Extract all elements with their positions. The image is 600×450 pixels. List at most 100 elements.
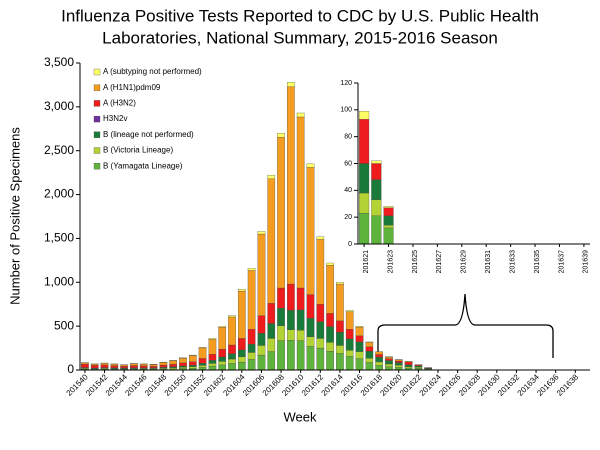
bar-segment (414, 365, 423, 368)
bar-segment (385, 358, 393, 361)
x-tick-label: 201631 (485, 250, 492, 273)
bar-segment (383, 225, 394, 229)
bar-segment (394, 360, 403, 363)
bar-segment (371, 163, 382, 180)
bar-segment (159, 364, 168, 368)
bar-segment (359, 192, 370, 214)
legend-label: B (Victoria Lineage) (103, 146, 173, 155)
bar-segment (100, 363, 109, 366)
bar-segment (90, 365, 99, 369)
bar-segment (237, 361, 246, 371)
bar-segment (287, 329, 295, 341)
bar-segment (247, 343, 256, 353)
bar-segment (208, 363, 217, 367)
bar-segment (198, 358, 207, 364)
bar-segment (365, 358, 374, 363)
legend-swatch (93, 68, 101, 76)
legend-label: A (H1N1)pdm09 (103, 83, 161, 92)
bar-segment (306, 336, 315, 347)
bar-segment (326, 262, 334, 266)
bar-segment (365, 346, 374, 352)
legend-swatch (93, 131, 101, 138)
x-tick-label: 201639 (583, 250, 590, 273)
bar-segment (247, 270, 256, 330)
bar-segment (277, 325, 285, 341)
bar-segment (208, 354, 217, 361)
bar-segment (375, 361, 383, 366)
bar-segment (385, 363, 393, 367)
bar-segment (287, 310, 295, 330)
bar-segment (218, 327, 227, 350)
bar-segment (188, 366, 197, 369)
y-tick-label: 2,000 (44, 187, 74, 201)
bar-segment (326, 265, 334, 314)
bar-segment (287, 283, 295, 311)
bar-segment (247, 359, 256, 371)
bar-segment (345, 356, 354, 371)
y-tick-label: 20 (344, 214, 352, 221)
bar-segment (355, 358, 364, 371)
bar-segment (130, 363, 138, 366)
bar-segment (267, 323, 276, 339)
bar-segment (179, 362, 187, 367)
bar-segment (237, 290, 246, 339)
bar-segment (394, 362, 403, 366)
bar-segment (228, 353, 236, 360)
legend-swatch (93, 163, 101, 170)
y-tick-label: 100 (340, 107, 352, 114)
bar-segment (188, 361, 197, 366)
bar-segment (237, 356, 246, 363)
x-tick-label: 201623 (387, 250, 394, 273)
bar-segment (228, 315, 236, 318)
y-tick-label: 3,000 (44, 99, 74, 113)
bar-segment (169, 360, 178, 365)
bar-segment (267, 178, 276, 304)
bar-segment (120, 366, 128, 369)
bar-segment (237, 289, 246, 292)
bar-segment (316, 304, 325, 322)
bar-segment (267, 351, 276, 371)
bar-segment (169, 366, 178, 368)
bar-segment (198, 347, 207, 359)
bar-segment (296, 112, 305, 118)
bar-segment (208, 365, 217, 371)
bar-segment (208, 339, 217, 355)
y-tick-label: 1,000 (44, 274, 74, 288)
bar-segment (267, 175, 276, 179)
bar-segment (336, 345, 344, 354)
x-tick-label: 201629 (461, 250, 468, 273)
bar-segment (81, 363, 89, 368)
legend-label: A (subtyping not performed) (103, 67, 202, 76)
legend-label: A (H3N2) (103, 99, 136, 108)
bar-segment (365, 362, 374, 371)
bar-segment (247, 329, 256, 345)
bar-segment (383, 215, 394, 226)
bar-segment (179, 365, 187, 368)
bar-segment (228, 358, 236, 364)
bar-segment (326, 350, 334, 371)
bar-segment (385, 360, 393, 365)
brace (377, 293, 554, 358)
bar-segment (198, 365, 207, 368)
bar-segment (277, 133, 285, 138)
y-tick-label: 3,500 (44, 55, 74, 69)
bar-segment (228, 344, 236, 354)
y-tick-label: 500 (54, 318, 74, 332)
bar-segment (326, 342, 334, 352)
bar-segment (218, 364, 227, 371)
bar-segment (90, 363, 99, 366)
legend-label: H3N2v (103, 114, 127, 123)
bar-segment (237, 338, 246, 350)
bar-segment (277, 136, 285, 289)
y-tick-label: 0 (67, 362, 74, 376)
bar-segment (139, 365, 148, 368)
bar-segment (359, 111, 370, 120)
legend-swatch (93, 84, 101, 91)
bar-segment (110, 363, 119, 366)
bar-segment (110, 365, 119, 368)
y-tick-label: 0 (348, 241, 352, 248)
bar-segment (404, 361, 413, 365)
bar-segment (257, 354, 266, 371)
bar-segment (296, 329, 305, 341)
